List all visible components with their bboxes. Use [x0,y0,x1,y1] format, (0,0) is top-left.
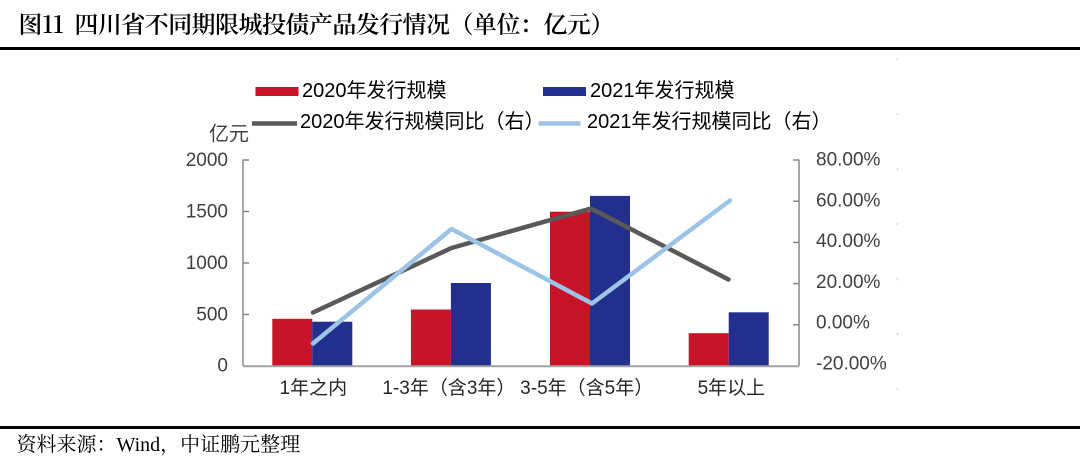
svg-text:2021年发行规模: 2021年发行规模 [590,79,735,102]
svg-text:0.00%: 0.00% [816,313,870,334]
svg-text:20.00%: 20.00% [816,272,881,293]
svg-text:-20.00%: -20.00% [816,354,887,375]
svg-text:2000: 2000 [186,150,228,171]
svg-text:2021年发行规模同比（右）: 2021年发行规模同比（右） [587,110,832,133]
svg-text:500: 500 [196,305,228,326]
svg-text:2020年发行规模: 2020年发行规模 [302,79,447,102]
svg-text:1500: 1500 [186,202,228,223]
svg-text:80.00%: 80.00% [816,150,881,171]
svg-text:1年之内: 1年之内 [280,377,348,399]
svg-text:5年以上: 5年以上 [698,377,766,399]
svg-text:1000: 1000 [186,253,228,274]
svg-text:40.00%: 40.00% [816,231,881,252]
svg-text:60.00%: 60.00% [816,190,881,211]
svg-text:1-3年（含3年）: 1-3年（含3年） [382,377,515,399]
svg-text:0: 0 [217,356,228,377]
svg-text:3-5年（含5年）: 3-5年（含5年） [520,377,653,399]
svg-text:2020年发行规模同比（右）: 2020年发行规模同比（右） [300,110,545,133]
svg-text:亿元: 亿元 [209,123,249,146]
